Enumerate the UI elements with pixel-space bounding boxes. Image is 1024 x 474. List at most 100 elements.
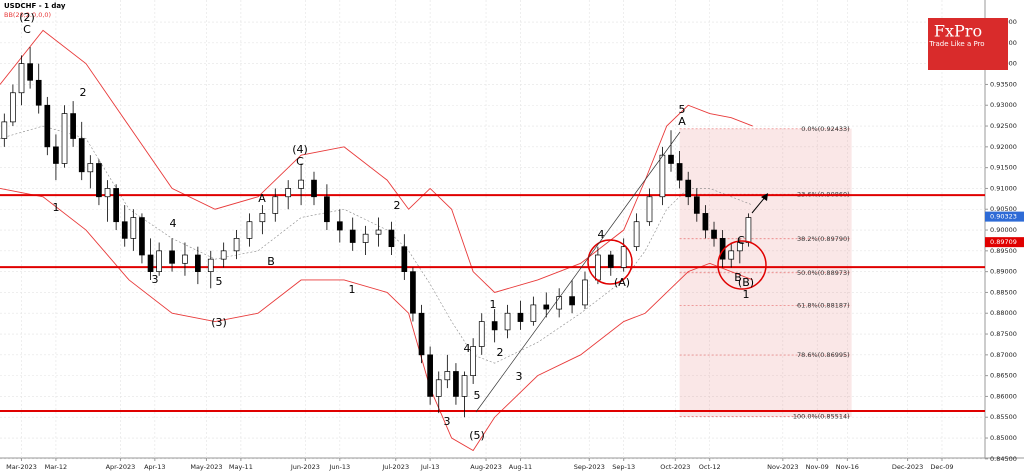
x-tick-label: Mar-2023 bbox=[6, 463, 37, 471]
candle bbox=[517, 300, 524, 330]
candle bbox=[530, 296, 537, 326]
x-tick-label: Dec-09 bbox=[930, 463, 953, 471]
candle-body bbox=[1, 121, 8, 139]
candle-body bbox=[53, 146, 59, 164]
candle-body bbox=[569, 296, 575, 306]
indicator-label: BB(20,2.0,0,0) bbox=[4, 11, 51, 19]
wave-label: A bbox=[258, 192, 266, 205]
candle-body bbox=[311, 179, 317, 198]
y-tick-label: 0.90000 bbox=[990, 226, 1017, 234]
candle bbox=[693, 188, 700, 222]
candle bbox=[195, 246, 201, 285]
wave-label: 5 bbox=[474, 389, 481, 402]
candle bbox=[444, 354, 451, 389]
candle-body bbox=[504, 312, 511, 331]
x-tick-label: Aug-2023 bbox=[470, 463, 502, 471]
fib-label: 0.0%(0.92433) bbox=[801, 125, 849, 133]
candle bbox=[685, 171, 692, 206]
bollinger-band bbox=[0, 29, 753, 293]
bollinger-band bbox=[0, 125, 753, 364]
candle bbox=[96, 159, 102, 206]
candle-body bbox=[728, 250, 735, 260]
candle bbox=[70, 101, 76, 147]
candle bbox=[27, 47, 33, 89]
candle bbox=[182, 242, 188, 276]
x-tick-label: May-2023 bbox=[190, 463, 222, 471]
wave-label: (5) bbox=[469, 429, 485, 442]
wave-label: 4 bbox=[598, 228, 605, 241]
candle-body bbox=[324, 196, 330, 223]
wave-label: 5 bbox=[216, 275, 223, 288]
candle bbox=[504, 304, 511, 339]
y-tick-label: 0.91000 bbox=[990, 184, 1017, 192]
candle bbox=[470, 338, 476, 384]
candle-body bbox=[169, 250, 175, 264]
wave-label: 3 bbox=[152, 273, 159, 286]
y-tick-label: 0.86500 bbox=[990, 372, 1017, 380]
candle-body bbox=[61, 113, 68, 164]
x-tick-label: Oct-12 bbox=[699, 463, 721, 471]
wave-label: 1 bbox=[743, 288, 750, 301]
candle bbox=[676, 151, 683, 189]
candle bbox=[207, 250, 214, 289]
candle-body bbox=[139, 217, 145, 256]
y-tick-label: 0.84500 bbox=[990, 455, 1017, 463]
candle-body bbox=[298, 179, 304, 189]
wave-label: 2 bbox=[80, 86, 87, 99]
candle-body bbox=[435, 379, 442, 397]
highlight-circle bbox=[717, 240, 767, 290]
y-tick-label: 0.92500 bbox=[990, 122, 1017, 130]
candle bbox=[44, 96, 51, 156]
highlight-circle bbox=[587, 239, 633, 285]
wave-label: (B) bbox=[738, 276, 754, 289]
candle-body bbox=[104, 188, 111, 198]
candle-body bbox=[35, 79, 42, 106]
wave-label: 3 bbox=[444, 415, 451, 428]
logo: FxPro Trade Like a Pro bbox=[928, 18, 1008, 70]
fib-label: 78.6%(0.86995) bbox=[797, 351, 850, 359]
candle bbox=[87, 155, 94, 189]
x-tick-label: Nov-2023 bbox=[767, 463, 798, 471]
candle bbox=[569, 279, 575, 314]
candle bbox=[18, 55, 25, 106]
candle bbox=[435, 371, 442, 414]
candle bbox=[139, 213, 145, 264]
wave-label: 3 bbox=[516, 370, 523, 383]
candle-body bbox=[259, 213, 266, 223]
candle bbox=[53, 134, 59, 181]
candle bbox=[646, 188, 653, 226]
candle bbox=[582, 271, 588, 310]
y-tick-label: 0.91500 bbox=[990, 164, 1017, 172]
candle-body bbox=[207, 258, 214, 272]
candle-body bbox=[78, 138, 85, 173]
y-tick-label: 0.86000 bbox=[990, 392, 1017, 400]
candle-body bbox=[470, 346, 476, 376]
candle-body bbox=[349, 229, 356, 243]
candle-body bbox=[195, 254, 201, 272]
candle bbox=[104, 180, 111, 222]
x-tick-label: Jun-2023 bbox=[290, 463, 320, 471]
candle-body bbox=[646, 196, 653, 223]
candle bbox=[633, 213, 640, 251]
candle-body bbox=[27, 63, 33, 81]
wave-label: (4) bbox=[292, 143, 308, 156]
chart-title: USDCHF - 1 day bbox=[4, 2, 66, 10]
wave-label: B bbox=[734, 271, 742, 284]
candle-body bbox=[711, 229, 717, 239]
y-tick-label: 0.93000 bbox=[990, 101, 1017, 109]
candle bbox=[401, 234, 408, 280]
candle-body bbox=[543, 304, 550, 310]
logo-brand: FxPro bbox=[934, 22, 982, 41]
y-tick-label: 0.89500 bbox=[990, 247, 1017, 255]
y-tick-label: 0.90500 bbox=[990, 205, 1017, 213]
candle bbox=[491, 309, 498, 343]
y-tick-label: 0.85000 bbox=[990, 434, 1017, 442]
x-tick-label: Aug-11 bbox=[509, 463, 532, 471]
candle-body bbox=[461, 375, 468, 397]
candle-body bbox=[530, 304, 537, 322]
arrow-head bbox=[761, 193, 768, 201]
price-tag bbox=[985, 237, 1024, 248]
x-tick-label: May-11 bbox=[229, 463, 253, 471]
candle bbox=[410, 267, 416, 322]
wave-label: C bbox=[296, 155, 304, 168]
